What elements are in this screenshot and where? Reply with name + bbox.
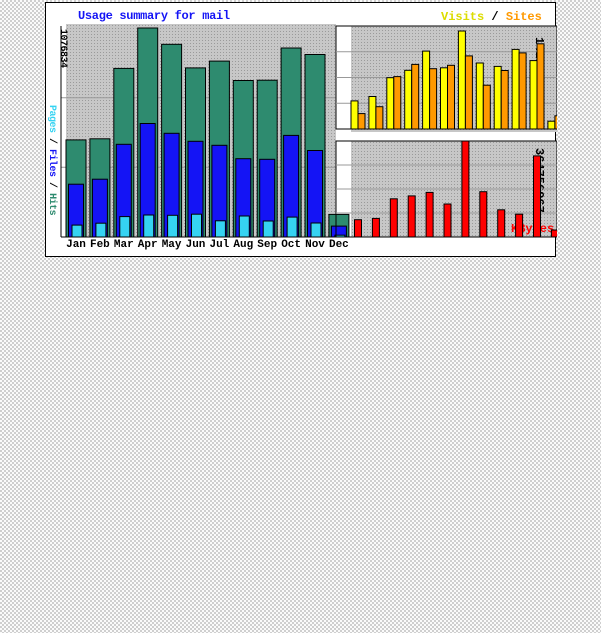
- svg-text:Feb: Feb: [90, 239, 110, 251]
- svg-text:Apr: Apr: [138, 239, 158, 251]
- svg-text:Jul: Jul: [209, 239, 229, 251]
- svg-text:Dec: Dec: [329, 239, 349, 251]
- svg-text:Sep: Sep: [257, 239, 277, 251]
- svg-text:Aug: Aug: [233, 239, 253, 251]
- svg-text:Mar: Mar: [114, 239, 134, 251]
- svg-text:Oct: Oct: [281, 239, 301, 251]
- svg-text:Nov: Nov: [305, 239, 325, 251]
- svg-text:Jan: Jan: [66, 239, 86, 251]
- svg-text:May: May: [162, 239, 182, 251]
- svg-text:Jun: Jun: [186, 239, 206, 251]
